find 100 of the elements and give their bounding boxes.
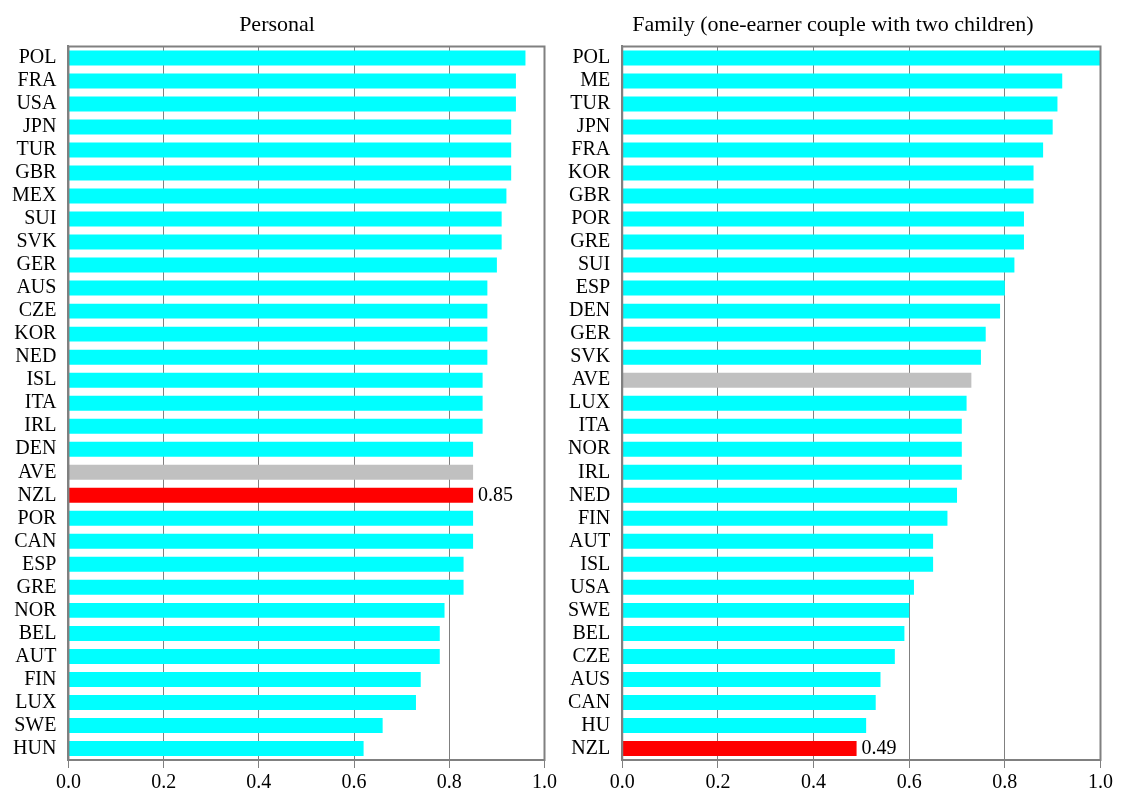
y-tick-label: SUI: [24, 206, 57, 229]
bar: [68, 142, 512, 158]
y-tick-label: GRE: [570, 229, 611, 252]
y-tick-label: BEL: [572, 620, 611, 643]
y-tick-label: NOR: [567, 436, 611, 459]
x-tick-label: 0.8: [992, 770, 1018, 793]
bar: [68, 234, 502, 250]
y-tick-label: CZE: [572, 643, 611, 666]
bar: [622, 487, 958, 503]
y-tick-label: GER: [570, 321, 611, 344]
y-tick-label: BEL: [18, 620, 57, 643]
x-tick-label: 0.6: [341, 770, 367, 793]
bar: [68, 349, 488, 365]
data-label: 0.85: [478, 482, 514, 505]
y-tick-label: ITA: [24, 390, 57, 413]
y-tick-label: LUX: [569, 390, 611, 413]
bar: [68, 50, 526, 66]
y-tick-label: IRL: [578, 459, 611, 482]
y-tick-label: MEX: [11, 183, 57, 206]
bar: [68, 418, 483, 434]
bar: [68, 464, 474, 480]
y-tick-label: FIN: [24, 666, 57, 689]
bar: [68, 280, 488, 296]
bar: [622, 741, 857, 756]
y-tick-label: LUX: [15, 689, 57, 712]
bar: [622, 533, 934, 549]
bar: [68, 303, 488, 319]
bar: [622, 96, 1058, 112]
y-tick-label: DEN: [15, 436, 57, 459]
bar: [68, 579, 464, 595]
bar: [622, 717, 867, 733]
bar: [68, 372, 483, 388]
y-tick-label: HU: [581, 712, 611, 735]
x-tick-label: 0.4: [801, 770, 827, 793]
y-tick-label: SWE: [568, 597, 611, 620]
y-tick-label: HUN: [13, 735, 57, 758]
y-tick-label: CAN: [567, 689, 611, 712]
bar: [622, 625, 905, 641]
bar: [68, 533, 474, 549]
y-tick-label: JPN: [23, 114, 57, 137]
x-tick-label: 0.8: [436, 770, 462, 793]
bar: [68, 648, 440, 664]
y-tick-label: SUI: [577, 252, 611, 275]
y-tick-label: FIN: [577, 505, 611, 528]
y-tick-label: AUS: [570, 666, 611, 689]
y-tick-label: ITA: [578, 413, 611, 436]
y-tick-label: SWE: [14, 712, 57, 735]
data-label: 0.49: [861, 735, 897, 758]
y-tick-label: ISL: [580, 551, 611, 574]
y-tick-label: NED: [15, 344, 57, 367]
bar: [68, 211, 502, 227]
bar: [68, 741, 364, 756]
x-tick-label: 1.0: [532, 770, 557, 793]
y-tick-label: CAN: [14, 528, 57, 551]
bar: [622, 372, 972, 388]
y-tick-label: KOR: [567, 160, 611, 183]
y-tick-label: JPN: [576, 114, 611, 137]
y-tick-label: GRE: [16, 574, 57, 597]
bar: [622, 556, 934, 572]
y-tick-label: NZL: [571, 735, 611, 758]
y-tick-label: GBR: [15, 160, 58, 183]
bar: [622, 119, 1053, 135]
y-tick-label: USA: [16, 91, 57, 114]
bar: [68, 441, 474, 457]
bar: [68, 717, 383, 733]
bar: [622, 188, 1034, 204]
bar: [68, 694, 416, 710]
y-tick-label: ISL: [26, 367, 57, 390]
y-tick-label: TUR: [570, 91, 611, 114]
bar: [622, 671, 881, 687]
chart-title: Personal: [239, 10, 315, 36]
y-tick-label: FRA: [17, 68, 57, 91]
bar: [622, 326, 986, 342]
bar: [68, 510, 474, 526]
bar: [68, 625, 440, 641]
bar: [68, 671, 421, 687]
y-tick-label: NZL: [17, 482, 57, 505]
bar: [68, 487, 474, 503]
bar: [68, 73, 516, 89]
y-tick-label: POR: [17, 505, 58, 528]
bar: [622, 648, 895, 664]
bar: [68, 96, 516, 112]
bar: [622, 395, 967, 411]
x-tick-label: 0.6: [896, 770, 922, 793]
bar: [622, 257, 1015, 273]
bar: [622, 50, 1101, 66]
bar: [622, 280, 1005, 296]
y-tick-label: TUR: [16, 137, 58, 160]
bar: [622, 165, 1034, 181]
bar: [622, 602, 910, 618]
y-tick-label: AUS: [16, 275, 57, 298]
y-tick-label: POL: [572, 45, 611, 68]
y-tick-label: SVK: [570, 344, 611, 367]
y-tick-label: NOR: [14, 597, 58, 620]
y-tick-label: CZE: [18, 298, 57, 321]
y-tick-label: IRL: [24, 413, 57, 436]
y-tick-label: AUT: [569, 528, 611, 551]
y-tick-label: KOR: [14, 321, 58, 344]
y-tick-label: POL: [18, 45, 57, 68]
y-tick-label: DEN: [569, 298, 611, 321]
